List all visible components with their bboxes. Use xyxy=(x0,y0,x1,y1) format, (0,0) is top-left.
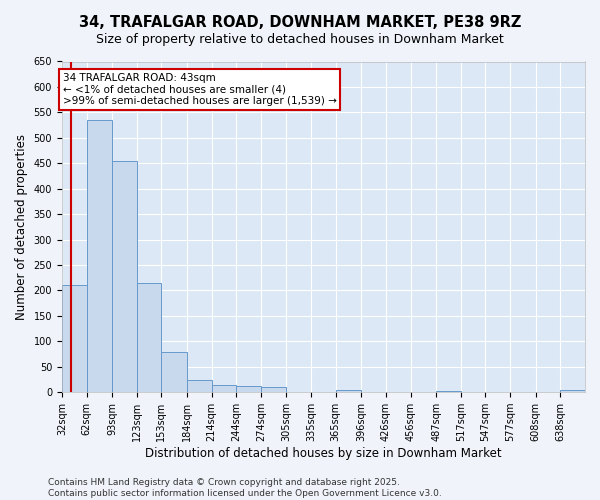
Bar xyxy=(236,386,261,392)
X-axis label: Distribution of detached houses by size in Downham Market: Distribution of detached houses by size … xyxy=(145,447,502,460)
Bar xyxy=(187,380,212,392)
Bar xyxy=(86,120,112,392)
Bar xyxy=(560,390,585,392)
Text: 34, TRAFALGAR ROAD, DOWNHAM MARKET, PE38 9RZ: 34, TRAFALGAR ROAD, DOWNHAM MARKET, PE38… xyxy=(79,15,521,30)
Bar xyxy=(62,286,86,392)
Text: Contains HM Land Registry data © Crown copyright and database right 2025.
Contai: Contains HM Land Registry data © Crown c… xyxy=(48,478,442,498)
Bar xyxy=(212,384,236,392)
Bar xyxy=(112,160,137,392)
Y-axis label: Number of detached properties: Number of detached properties xyxy=(15,134,28,320)
Bar xyxy=(137,283,161,392)
Bar xyxy=(436,390,461,392)
Text: 34 TRAFALGAR ROAD: 43sqm
← <1% of detached houses are smaller (4)
>99% of semi-d: 34 TRAFALGAR ROAD: 43sqm ← <1% of detach… xyxy=(63,72,337,106)
Text: Size of property relative to detached houses in Downham Market: Size of property relative to detached ho… xyxy=(96,32,504,46)
Bar xyxy=(261,387,286,392)
Bar xyxy=(161,352,187,392)
Bar xyxy=(336,390,361,392)
